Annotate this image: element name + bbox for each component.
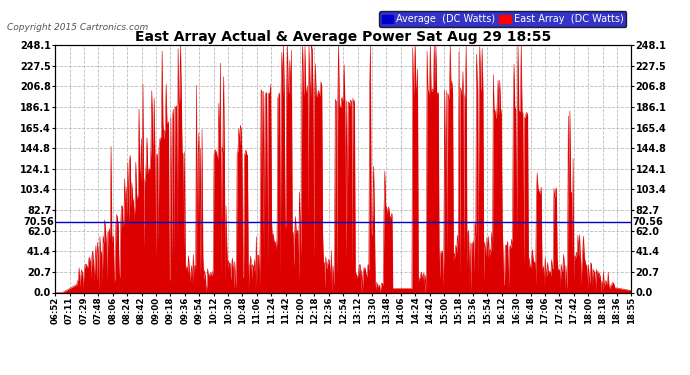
Text: Copyright 2015 Cartronics.com: Copyright 2015 Cartronics.com: [7, 23, 148, 32]
Title: East Array Actual & Average Power Sat Aug 29 18:55: East Array Actual & Average Power Sat Au…: [135, 30, 551, 44]
Text: 70.56: 70.56: [632, 217, 662, 227]
Text: 70.56: 70.56: [24, 217, 55, 227]
Legend: Average  (DC Watts), East Array  (DC Watts): Average (DC Watts), East Array (DC Watts…: [379, 12, 627, 27]
